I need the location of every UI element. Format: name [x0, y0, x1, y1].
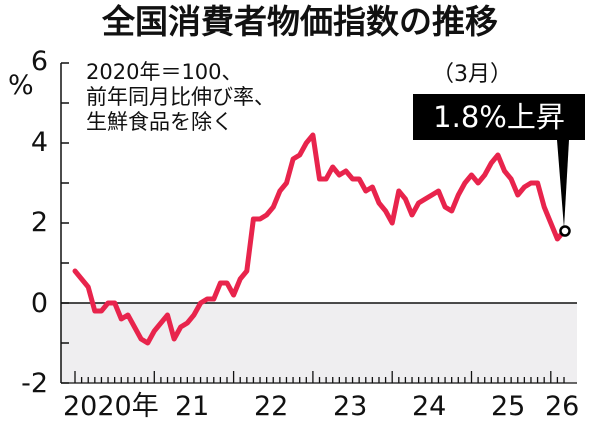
x-tick-label-2026: 26 [545, 391, 580, 422]
latest-point-marker [559, 225, 571, 237]
note-line-excluding-fresh-food: 生鮮食品を除く [86, 110, 233, 134]
callout-pointer [557, 140, 569, 228]
y-unit-label: % [8, 70, 34, 101]
cpi-line [72, 132, 567, 346]
chart-title: 全国消費者物価指数の推移 [102, 2, 498, 41]
latest-value-callout: 1.8%上昇 [413, 94, 585, 140]
x-tick-label-2024: 24 [412, 391, 447, 422]
x-axis [61, 371, 577, 384]
x-tick-label-2022: 22 [254, 391, 289, 422]
y-tick-label-minus2: -2 [21, 368, 48, 399]
latest-month-label: （3月） [432, 62, 512, 87]
y-tick-label-0: 0 [30, 288, 48, 319]
x-tick-label-2023: 23 [333, 391, 368, 422]
y-tick-label-6: 6 [30, 46, 48, 77]
y-tick-label-2: 2 [30, 207, 48, 238]
x-tick-label-2025: 25 [491, 391, 526, 422]
x-tick-label-2021: 21 [175, 391, 210, 422]
x-tick-label-2020: 2020年 [63, 391, 159, 422]
y-axis [60, 62, 69, 384]
note-line-yoy: 前年同月比伸び率、 [86, 85, 275, 109]
y-tick-label-4: 4 [30, 127, 48, 158]
chart-note: 2020年＝100、 前年同月比伸び率、 生鮮食品を除く [86, 60, 275, 135]
note-line-base-year: 2020年＝100、 [86, 60, 243, 84]
negative-region-fill [61, 303, 577, 383]
